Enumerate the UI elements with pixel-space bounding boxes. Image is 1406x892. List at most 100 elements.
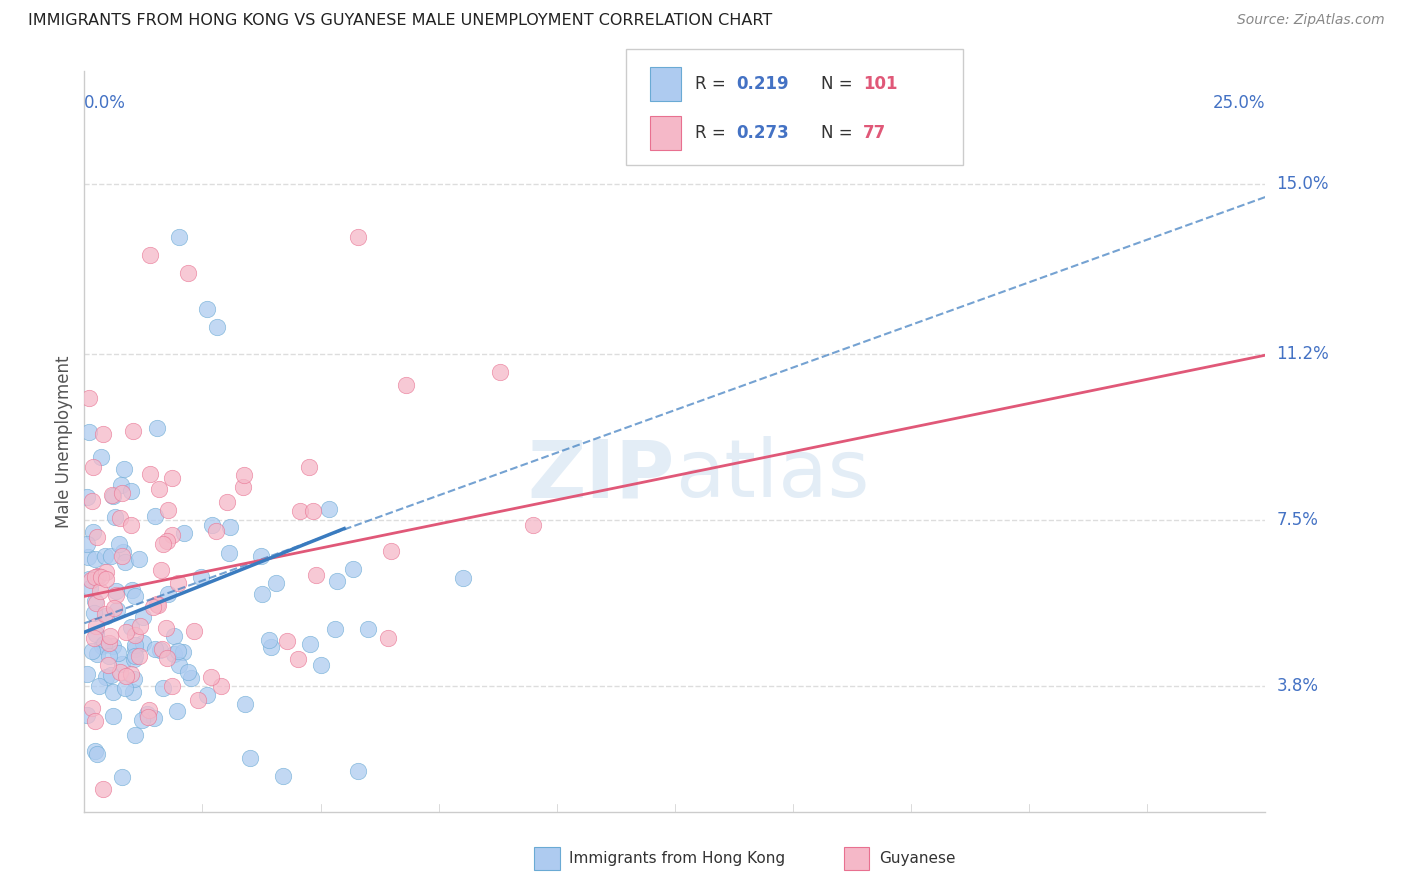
- Point: [131, 713, 153, 727]
- Point: [132, 610, 155, 624]
- Point: [120, 666, 142, 681]
- Point: [128, 552, 150, 566]
- Point: [108, 536, 131, 550]
- Text: 3.8%: 3.8%: [1277, 677, 1319, 695]
- Point: [108, 665, 131, 680]
- Text: Guyanese: Guyanese: [879, 851, 955, 866]
- Point: [121, 620, 143, 634]
- Point: [122, 673, 145, 687]
- Point: [124, 638, 146, 652]
- Point: [100, 549, 122, 564]
- Point: [90, 570, 112, 584]
- Text: 11.2%: 11.2%: [1277, 345, 1329, 363]
- Text: N =: N =: [821, 75, 858, 93]
- Point: [173, 526, 195, 541]
- Point: [239, 751, 262, 765]
- Point: [84, 570, 107, 584]
- Point: [120, 518, 142, 533]
- Point: [83, 632, 105, 646]
- Point: [124, 589, 146, 603]
- Point: [84, 595, 107, 609]
- Point: [172, 645, 194, 659]
- Point: [79, 581, 101, 595]
- Text: R =: R =: [695, 124, 731, 142]
- Point: [105, 603, 128, 617]
- Point: [91, 781, 114, 796]
- Point: [136, 710, 159, 724]
- Text: 0.273: 0.273: [737, 124, 790, 142]
- Point: [305, 568, 328, 582]
- Point: [276, 633, 298, 648]
- Text: N =: N =: [821, 124, 858, 142]
- Point: [156, 534, 179, 549]
- Text: R =: R =: [695, 75, 731, 93]
- Point: [86, 747, 108, 761]
- Point: [94, 572, 117, 586]
- Point: [156, 651, 179, 665]
- Point: [522, 517, 544, 532]
- Point: [111, 657, 134, 671]
- Point: [347, 764, 370, 779]
- Point: [87, 569, 110, 583]
- Point: [380, 544, 402, 558]
- Point: [103, 639, 125, 653]
- Point: [150, 642, 173, 657]
- Point: [101, 685, 124, 699]
- Point: [187, 692, 209, 706]
- Point: [124, 641, 146, 656]
- Point: [235, 697, 257, 711]
- Point: [83, 744, 105, 758]
- Point: [111, 486, 134, 500]
- Point: [93, 637, 115, 651]
- Point: [104, 583, 127, 598]
- Point: [91, 427, 114, 442]
- Point: [232, 481, 254, 495]
- Point: [82, 700, 104, 714]
- Point: [91, 639, 114, 653]
- Point: [177, 665, 200, 679]
- Point: [195, 302, 218, 317]
- Point: [110, 510, 132, 524]
- Point: [302, 504, 325, 518]
- Point: [90, 450, 112, 465]
- Text: 25.0%: 25.0%: [1213, 94, 1265, 112]
- Point: [112, 462, 135, 476]
- Point: [94, 607, 117, 621]
- Point: [77, 391, 100, 405]
- Point: [103, 601, 125, 615]
- Point: [160, 470, 183, 484]
- Point: [82, 524, 104, 539]
- Text: 7.5%: 7.5%: [1277, 511, 1319, 529]
- Point: [232, 467, 254, 482]
- Point: [167, 657, 190, 672]
- Point: [101, 709, 124, 723]
- Point: [167, 575, 190, 590]
- Point: [162, 629, 184, 643]
- Point: [84, 552, 107, 566]
- Point: [489, 365, 512, 379]
- Point: [97, 658, 120, 673]
- Point: [167, 230, 190, 244]
- Point: [149, 643, 172, 657]
- Point: [114, 555, 136, 569]
- Text: 0.219: 0.219: [737, 75, 789, 93]
- Point: [190, 570, 212, 584]
- Point: [84, 594, 107, 608]
- Point: [104, 510, 127, 524]
- Text: atlas: atlas: [675, 436, 869, 514]
- Point: [180, 671, 202, 685]
- Point: [142, 600, 165, 615]
- Point: [121, 582, 143, 597]
- Point: [201, 518, 224, 533]
- Point: [96, 670, 118, 684]
- Point: [156, 587, 179, 601]
- Point: [83, 607, 105, 621]
- Point: [111, 770, 134, 784]
- Point: [290, 504, 312, 518]
- Text: Source: ZipAtlas.com: Source: ZipAtlas.com: [1237, 13, 1385, 28]
- Point: [143, 642, 166, 657]
- Point: [347, 230, 370, 244]
- Point: [136, 707, 159, 722]
- Point: [107, 647, 129, 661]
- Point: [145, 597, 167, 611]
